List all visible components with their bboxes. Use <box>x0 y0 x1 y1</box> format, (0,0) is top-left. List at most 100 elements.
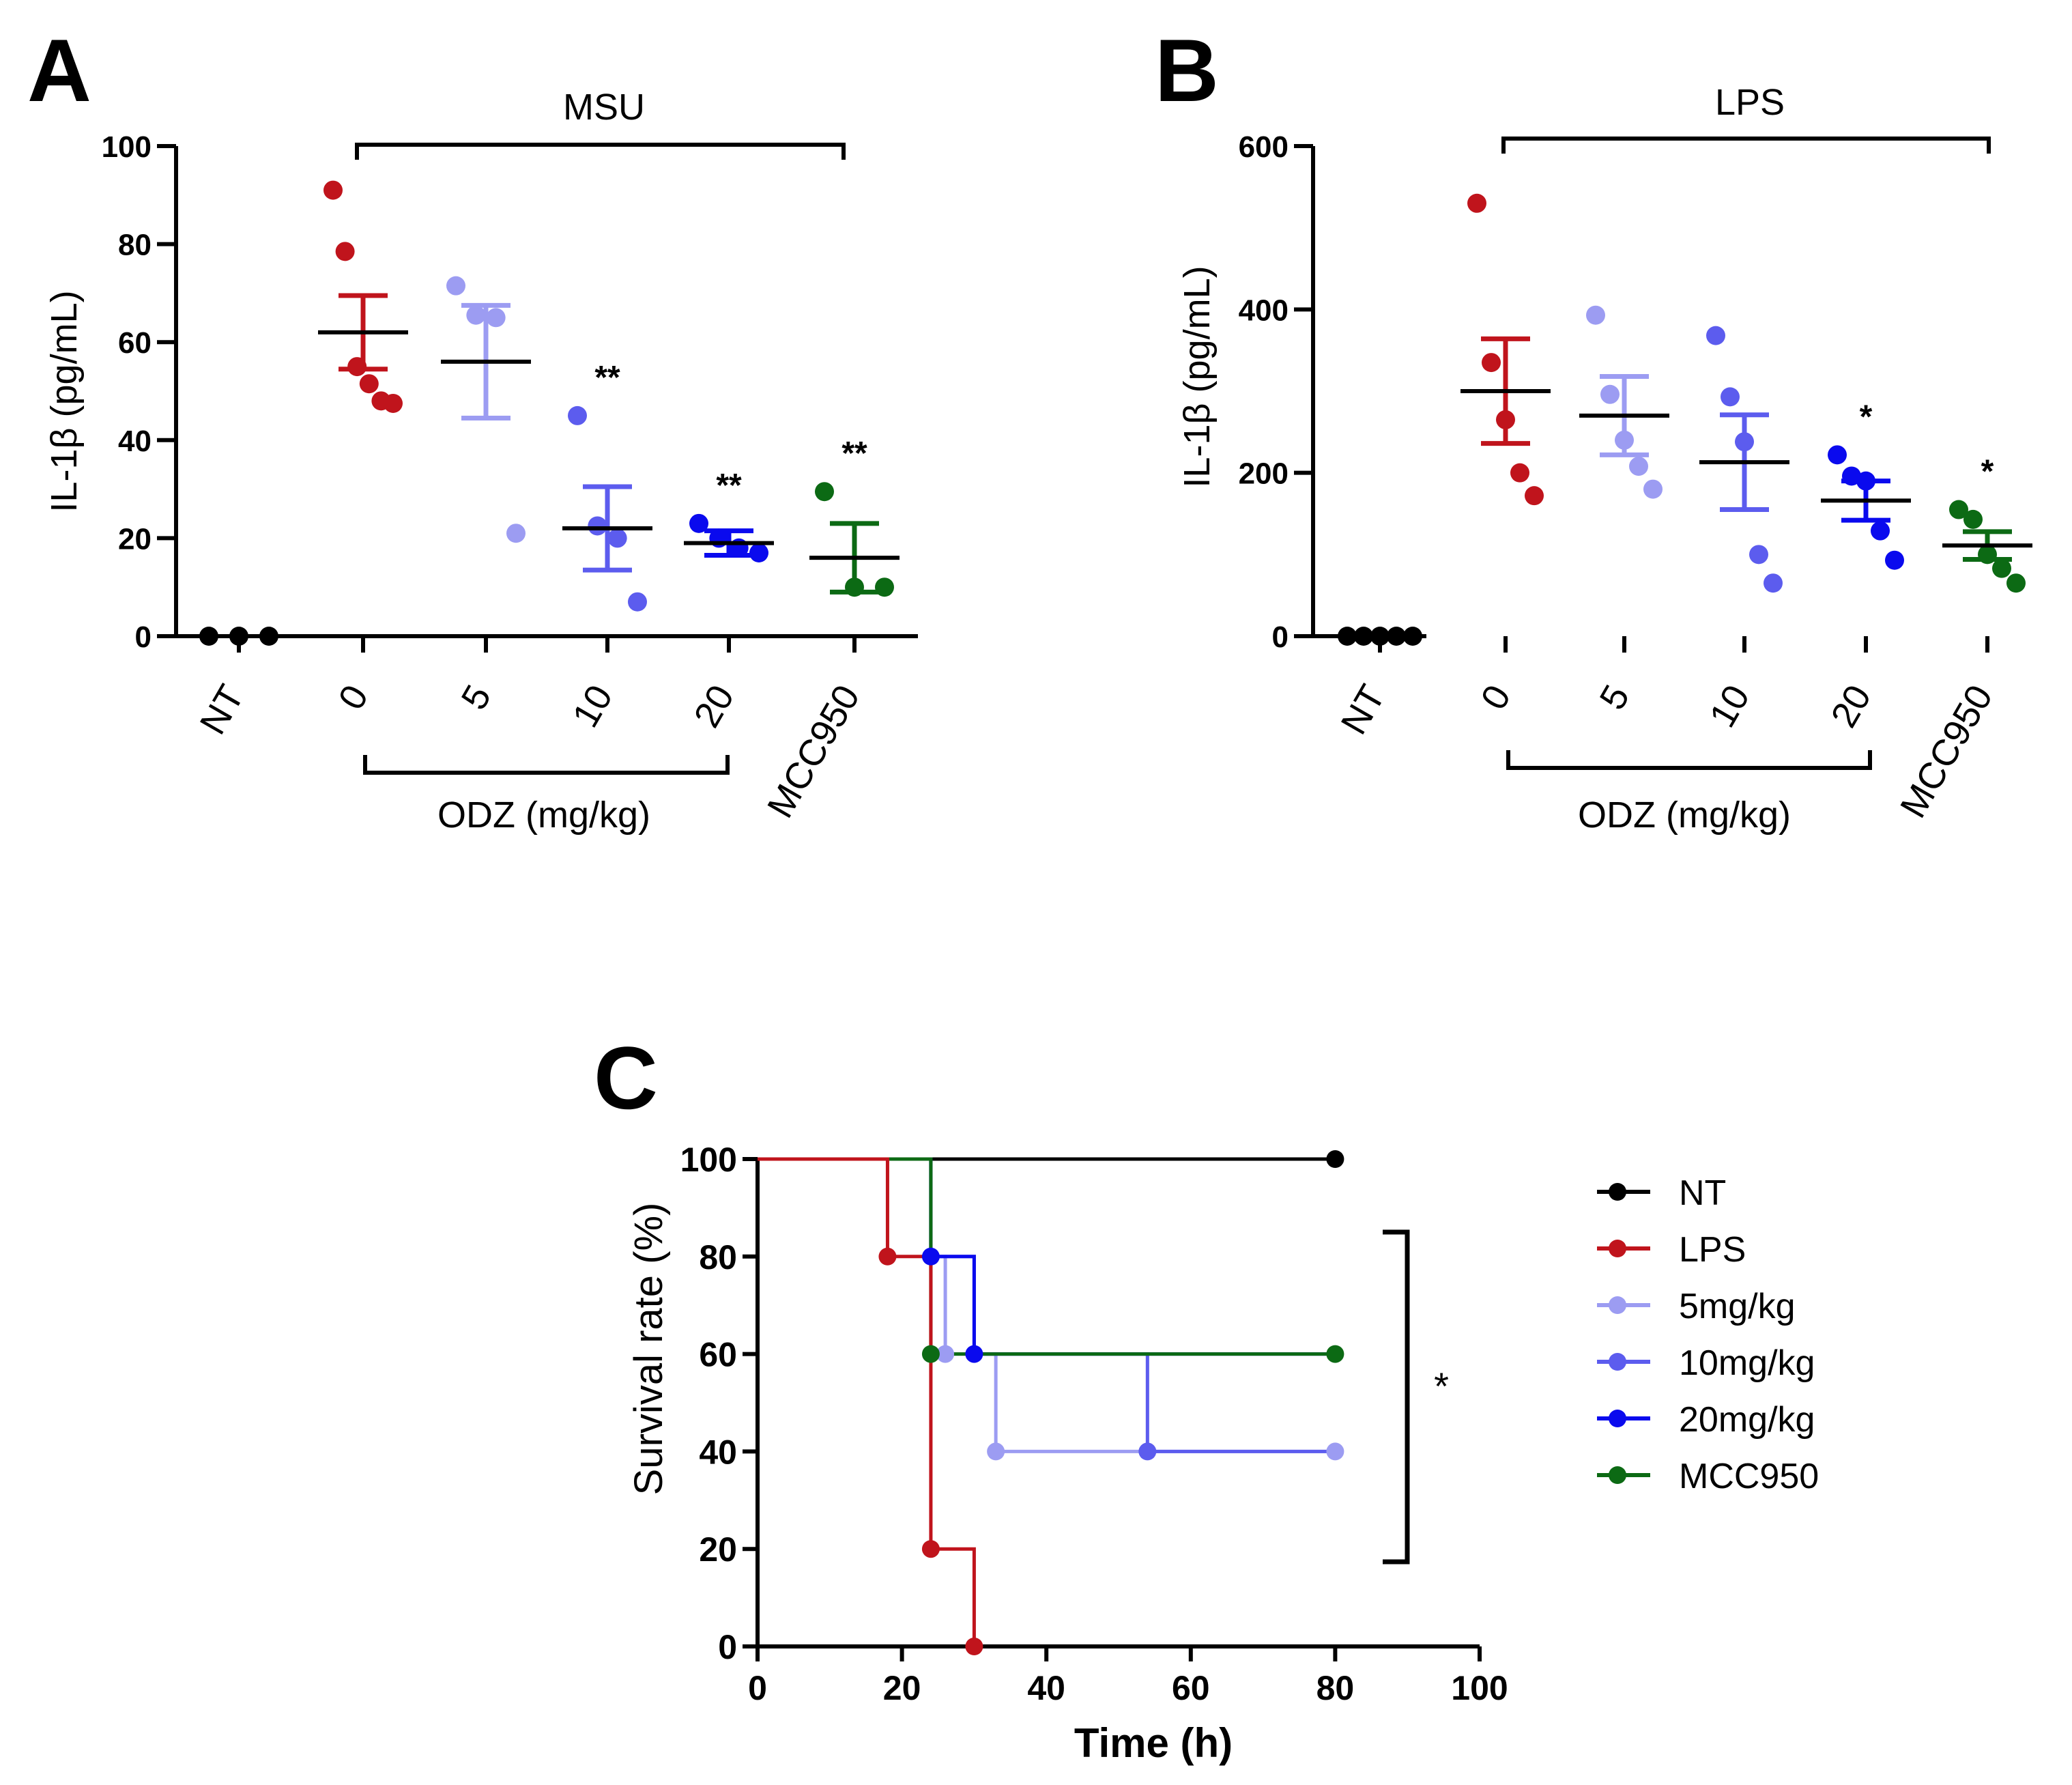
panel-b-category-label: 5 <box>1592 679 1637 717</box>
legend-label-10mg/kg: 10mg/kg <box>1679 1343 1815 1383</box>
panel-c-ytick-label: 0 <box>718 1628 737 1666</box>
panel-c-marker-5mg/kg <box>987 1442 1005 1461</box>
panel-b-ytick-label: 200 <box>1239 457 1289 491</box>
panel-c-line-20mg/kg <box>758 1157 1336 1356</box>
panel-b-group-label: ODZ (mg/kg) <box>1578 795 1791 836</box>
panel-b-group-bracket <box>1506 750 1872 770</box>
panel-c-marker-LPS <box>965 1638 983 1655</box>
panel-a-point-0 <box>323 180 343 200</box>
panel-a-ylabel: IL-1β (pg/mL) <box>44 290 85 512</box>
panel-a-title-bracket <box>355 143 846 160</box>
panel-b-point-0 <box>1467 193 1486 213</box>
panel-a-point-0 <box>359 374 379 394</box>
legend-label-5mg/kg: 5mg/kg <box>1679 1287 1796 1326</box>
panel-a-ytick-label: 40 <box>118 425 152 458</box>
panel-c-marker-NT <box>1326 1150 1344 1168</box>
panel-b-point-0 <box>1510 463 1529 483</box>
panel-c-marker-LPS <box>878 1247 897 1266</box>
panel-a-point-10 <box>588 516 607 536</box>
panel-c-marker-5mg/kg <box>1326 1442 1344 1461</box>
legend-marker-LPS <box>1609 1240 1626 1257</box>
panel-c-significance-bracket <box>1383 1229 1410 1565</box>
panel-a-significance-star: ** <box>716 468 742 504</box>
panel-c-ytick-label: 80 <box>699 1238 737 1276</box>
panel-a-ytick-label: 80 <box>118 229 152 262</box>
panel-c-ytick-label: 100 <box>680 1141 737 1179</box>
panel-b-point-10 <box>1749 545 1768 565</box>
panel-a-point-20 <box>749 543 768 562</box>
panel-b-title-bracket <box>1501 137 1991 154</box>
panel-a-category-label: 0 <box>330 679 376 717</box>
panel-c-chart: Survival rate (%) Time (h) 0 20 40 60 80 100 0… <box>627 1141 1819 1766</box>
panel-b-point-MCC950 <box>1963 509 1983 529</box>
legend-marker-10mg/kg <box>1609 1353 1626 1371</box>
panel-a-point-5 <box>506 524 526 543</box>
panel-b-point-NT <box>1338 627 1357 646</box>
panel-c-xtick-label: 80 <box>1316 1669 1355 1707</box>
panel-b-point-10 <box>1764 573 1783 593</box>
panel-c-line-MCC950 <box>758 1157 1336 1356</box>
panel-c-marker-20mg/kg <box>921 1247 940 1266</box>
legend-marker-MCC950 <box>1609 1466 1626 1484</box>
panel-c-marker-20mg/kg <box>965 1345 983 1363</box>
panel-a-group-bracket <box>363 755 730 775</box>
panel-b-point-5 <box>1586 305 1605 325</box>
panel-a-category-label: 5 <box>453 679 499 717</box>
panel-b-title: LPS <box>1715 82 1785 123</box>
panel-c-ylabel: Survival rate (%) <box>627 1203 671 1496</box>
panel-a-ytick-label: 0 <box>135 620 152 654</box>
panel-b-point-MCC950 <box>1992 558 2011 578</box>
panel-a-point-MCC950 <box>875 577 894 597</box>
panel-c-line-5mg/kg <box>758 1157 1336 1453</box>
legend-marker-5mg/kg <box>1609 1296 1626 1314</box>
panel-a-category-label: 10 <box>564 679 620 734</box>
panel-b-letter: B <box>1155 20 1219 120</box>
panel-b-point-20 <box>1828 445 1847 465</box>
panel-b-point-5 <box>1600 384 1620 404</box>
legend-label-20mg/kg: 20mg/kg <box>1679 1400 1815 1440</box>
panel-b-point-MCC950 <box>1949 500 1968 519</box>
panel-b-point-20 <box>1871 521 1890 541</box>
panel-b-category-label: 10 <box>1701 679 1757 734</box>
panel-a-point-5 <box>446 276 465 296</box>
panel-a-letter: A <box>27 20 91 120</box>
panel-a-category-label: NT <box>192 679 252 741</box>
panel-c-marker-10mg/kg <box>1138 1442 1157 1461</box>
panel-b-ytick-label: 0 <box>1272 620 1289 654</box>
panel-c-significance-star: * <box>1434 1365 1449 1408</box>
panel-b-ytick-label: 400 <box>1239 294 1289 327</box>
panel-a-title: MSU <box>563 87 645 128</box>
panel-a-point-MCC950 <box>815 482 834 502</box>
panel-a-ytick-label: 20 <box>118 522 152 556</box>
panel-c-marker-MCC950 <box>1326 1345 1344 1363</box>
panel-a-significance-star: ** <box>841 435 867 472</box>
legend-label-LPS: LPS <box>1679 1230 1746 1270</box>
panel-b-significance-star: * <box>1981 454 1994 490</box>
panel-c-marker-LPS <box>921 1540 940 1558</box>
panel-b-category-label: MCC950 <box>1893 679 2001 825</box>
panel-c-line-10mg/kg <box>758 1157 1336 1453</box>
panel-b-point-10 <box>1706 326 1725 345</box>
legend-marker-20mg/kg <box>1609 1410 1626 1427</box>
panel-a-category-label: MCC950 <box>760 679 868 825</box>
panel-b-point-10 <box>1721 387 1740 407</box>
panel-b-point-NT <box>1370 627 1390 646</box>
panel-b-point-NT <box>1403 627 1422 646</box>
panel-a-point-10 <box>568 405 587 425</box>
panel-b-point-5 <box>1629 457 1648 476</box>
panel-c-xtick-label: 0 <box>748 1669 767 1707</box>
panel-a-group-label: ODZ (mg/kg) <box>437 795 650 836</box>
panel-c-line-LPS <box>758 1157 976 1646</box>
panel-a-point-5 <box>466 305 486 325</box>
panel-b-point-NT <box>1354 627 1373 646</box>
panel-c-letter: C <box>594 1028 658 1128</box>
panel-b-category-label: 0 <box>1473 679 1519 717</box>
legend-marker-NT <box>1609 1183 1626 1201</box>
panel-c-ytick-label: 40 <box>699 1433 737 1471</box>
panel-a-point-0 <box>384 393 403 413</box>
panel-a-ytick-label: 100 <box>102 130 152 164</box>
panel-b-point-5 <box>1643 479 1663 499</box>
panel-a-point-NT <box>259 627 278 646</box>
legend-label-MCC950: MCC950 <box>1679 1457 1819 1496</box>
